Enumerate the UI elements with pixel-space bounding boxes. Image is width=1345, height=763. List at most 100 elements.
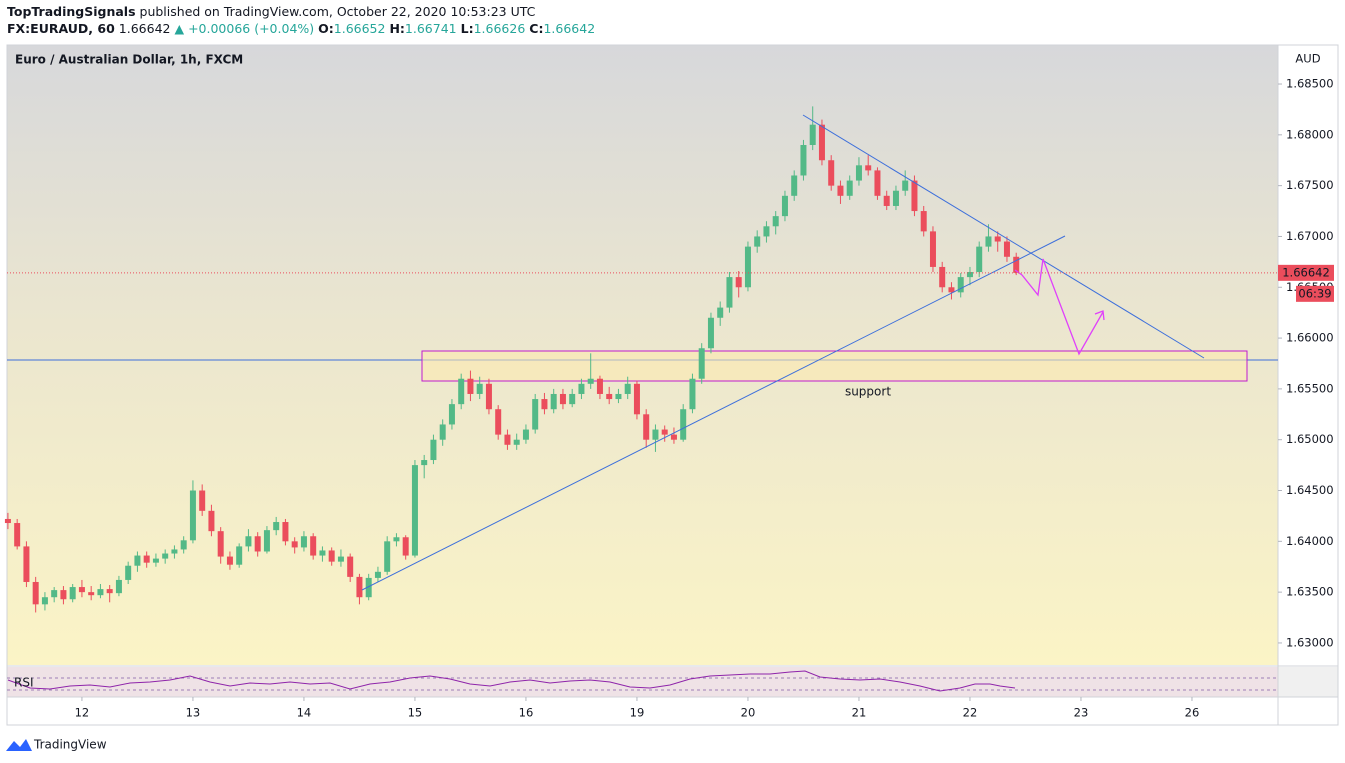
- candle-body: [744, 246, 751, 288]
- candle-body: [374, 571, 381, 578]
- candle-body: [402, 537, 409, 556]
- candle-body: [985, 236, 992, 247]
- candle-body: [180, 540, 187, 550]
- candle-body: [532, 399, 539, 430]
- y-tick-label: 1.68500: [1286, 77, 1334, 91]
- y-tick-label: 1.63500: [1286, 585, 1334, 599]
- y-tick-label: 1.65500: [1286, 381, 1334, 395]
- candle-body: [670, 434, 677, 440]
- candle-body: [957, 277, 964, 293]
- candle-body: [652, 429, 659, 440]
- candle-body: [189, 490, 196, 541]
- candle-body: [717, 307, 724, 318]
- candle-body: [143, 555, 150, 563]
- rsi-axis: [1278, 667, 1338, 697]
- ohlc-key: H:: [389, 21, 404, 36]
- candle-body: [939, 266, 946, 288]
- candle-body: [291, 541, 298, 548]
- candle-body: [476, 383, 483, 394]
- countdown-box: [1296, 285, 1334, 302]
- y-tick-label: 1.63000: [1286, 635, 1334, 649]
- candle-body: [134, 555, 141, 566]
- candle-body: [467, 378, 474, 394]
- ohlc-value: 1.66642: [543, 21, 595, 36]
- y-tick-label: 1.66000: [1286, 331, 1334, 345]
- candle-body: [347, 556, 354, 577]
- header-line-2: FX:EURAUD, 60 1.66642 ▲ +0.00066 (+0.04%…: [7, 21, 595, 36]
- candle-body: [23, 546, 30, 582]
- candle-body: [4, 518, 11, 524]
- candle-body: [643, 414, 650, 440]
- candle-body: [319, 550, 326, 556]
- candle-body: [78, 587, 85, 593]
- candle-body: [254, 536, 261, 552]
- candle-body: [356, 576, 363, 598]
- candle-body: [88, 592, 95, 596]
- symbol: FX:EURAUD, 60: [7, 21, 115, 36]
- ohlc-key: C:: [529, 21, 543, 36]
- candles: [4, 106, 1020, 613]
- candle-body: [596, 378, 603, 394]
- candle-body: [32, 581, 39, 605]
- candle-body: [633, 383, 640, 415]
- support-zone: [421, 350, 1248, 382]
- candle-body: [976, 246, 983, 273]
- y-tick-label: 1.67000: [1286, 229, 1334, 243]
- last-price-label: 1.66642: [1282, 265, 1330, 279]
- candle-body: [97, 589, 104, 596]
- candle-body: [60, 590, 67, 600]
- x-tick-label: 15: [408, 706, 423, 720]
- chart-title: Euro / Australian Dollar, 1h, FXCM: [15, 53, 243, 67]
- brand-logo: [6, 739, 32, 751]
- frame: [6, 44, 1339, 726]
- candle-body: [273, 522, 280, 531]
- header-line-1: TopTradingSignals published on TradingVi…: [7, 4, 536, 19]
- publisher: TopTradingSignals: [7, 4, 136, 19]
- candle-body: [966, 272, 973, 278]
- candle-body: [726, 277, 733, 308]
- x-tick-label: 22: [963, 706, 978, 720]
- published: published on TradingView.com, October 22…: [140, 4, 536, 19]
- rsi-label: RSI: [14, 676, 34, 690]
- x-tick-label: 23: [1074, 706, 1089, 720]
- ohlc-value: 1.66741: [405, 21, 457, 36]
- candle-body: [51, 590, 58, 598]
- candle-body: [171, 549, 178, 554]
- candle-body: [846, 180, 853, 196]
- candle-body: [911, 180, 918, 212]
- countdown-label: 06:39: [1298, 286, 1331, 300]
- candle-body: [818, 124, 825, 161]
- candle-body: [125, 565, 132, 580]
- x-tick-label: 12: [75, 706, 90, 720]
- candle-body: [615, 393, 622, 400]
- candle-body: [337, 556, 344, 562]
- ohlc-value: 1.66626: [474, 21, 526, 36]
- candle-body: [513, 439, 520, 445]
- candle-body: [550, 393, 557, 410]
- candle-body: [559, 393, 566, 405]
- y-tick-label: 1.67500: [1286, 178, 1334, 192]
- change: ▲ +0.00066 (+0.04%): [174, 21, 314, 36]
- candle-body: [439, 424, 446, 440]
- last-price-box: [1278, 264, 1334, 281]
- x-tick-label: 13: [186, 706, 201, 720]
- candle-body: [661, 429, 668, 435]
- candle-body: [837, 185, 844, 196]
- price-axis: [1278, 45, 1338, 697]
- candle-body: [69, 587, 76, 600]
- candle-body: [569, 393, 576, 405]
- y-tick-label: 1.65000: [1286, 432, 1334, 446]
- candle-body: [384, 541, 391, 572]
- projection-arrowhead: [1094, 310, 1105, 321]
- candle-body: [707, 317, 714, 349]
- candle-body: [791, 175, 798, 196]
- candle-body: [282, 522, 289, 542]
- y-tick-label: 1.68000: [1286, 127, 1334, 141]
- candle-body: [1003, 241, 1010, 257]
- candle-body: [1013, 256, 1020, 273]
- x-tick-label: 26: [1185, 706, 1200, 720]
- candle-body: [458, 378, 465, 405]
- x-tick-label: 21: [852, 706, 867, 720]
- ohlc-key: L:: [461, 21, 474, 36]
